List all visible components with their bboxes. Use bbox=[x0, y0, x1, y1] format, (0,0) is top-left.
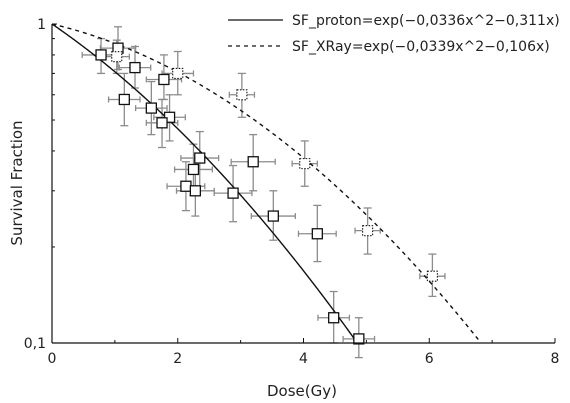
proton-data-point bbox=[180, 180, 192, 192]
legend-proton-label: SF_proton=exp(−0,0336x^2−0,311x) bbox=[292, 13, 560, 29]
proton-data-point bbox=[145, 102, 157, 114]
proton-data-point bbox=[95, 49, 107, 61]
proton-data-point bbox=[311, 228, 323, 240]
error-bars-layer bbox=[81, 26, 446, 359]
proton-data-point bbox=[156, 117, 168, 129]
proton-data-point bbox=[189, 185, 202, 197]
xray-data-point bbox=[362, 225, 374, 237]
y-axis-label: Survival Fraction bbox=[8, 120, 26, 245]
proton-data-point bbox=[129, 61, 141, 74]
x-tick-label: 2 bbox=[173, 351, 182, 367]
xray-data-point bbox=[111, 51, 123, 63]
legend-xray-label: SF_XRay=exp(−0,0339x^2−0,106x) bbox=[292, 39, 550, 55]
axes-layer: 0 2 4 6 8 0,1 1 bbox=[24, 17, 560, 367]
y-tick-label: 1 bbox=[37, 17, 46, 33]
xray-data-point bbox=[236, 89, 248, 101]
x-axis-label: Dose(Gy) bbox=[267, 382, 337, 400]
proton-data-point bbox=[247, 156, 259, 168]
proton-data-point bbox=[267, 210, 279, 222]
x-tick-label: 0 bbox=[48, 351, 57, 367]
data-points-layer bbox=[95, 42, 438, 345]
legend: SF_proton=exp(−0,0336x^2−0,311x) SF_XRay… bbox=[228, 13, 560, 55]
xray-data-point bbox=[299, 158, 311, 170]
y-tick-label: 0,1 bbox=[24, 336, 46, 352]
proton-data-point bbox=[194, 152, 206, 164]
proton-data-point bbox=[118, 93, 130, 106]
x-tick-label: 8 bbox=[551, 351, 560, 367]
x-tick-label: 4 bbox=[299, 351, 308, 367]
proton-data-point bbox=[353, 333, 365, 345]
xray-data-point bbox=[172, 67, 184, 79]
xray-data-point bbox=[426, 270, 438, 282]
proton-fit-curve bbox=[51, 23, 357, 342]
proton-data-point bbox=[328, 312, 340, 324]
proton-data-point bbox=[227, 187, 239, 199]
proton-data-point bbox=[158, 73, 170, 86]
x-tick-label: 6 bbox=[425, 351, 434, 367]
proton-data-point bbox=[187, 163, 200, 176]
